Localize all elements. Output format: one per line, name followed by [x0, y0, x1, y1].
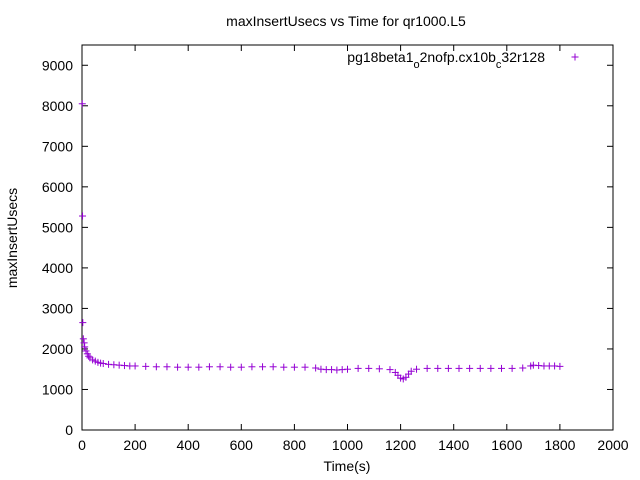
- chart-title: maxInsertUsecs vs Time for qr1000.L5: [226, 13, 466, 29]
- data-point: [195, 363, 203, 371]
- legend-label: pg18beta1o2nofp.cx10bc32r128: [347, 49, 545, 71]
- data-point: [487, 364, 495, 372]
- data-point: [365, 364, 373, 372]
- data-point: [434, 364, 442, 372]
- y-tick-label: 4000: [42, 260, 73, 276]
- data-point: [85, 352, 93, 360]
- data-point: [78, 100, 86, 108]
- data-point: [184, 363, 192, 371]
- data-points: [78, 100, 564, 383]
- data-point: [312, 364, 320, 372]
- data-point: [466, 364, 474, 372]
- y-tick-label: 8000: [42, 98, 73, 114]
- legend-marker: [571, 53, 579, 61]
- data-point: [497, 364, 505, 372]
- x-axis: 0 200 400 600 800 1000 1200 1400 1600 1800 2000: [78, 45, 629, 453]
- y-tick-label: 6000: [42, 179, 73, 195]
- data-point: [131, 362, 139, 370]
- y-tick-label: 5000: [42, 219, 73, 235]
- y-axis: 0 1000 2000 3000 4000 5000 6000 7000 8000 9000: [42, 57, 613, 438]
- y-tick-label: 1000: [42, 381, 73, 397]
- data-point: [79, 335, 87, 343]
- data-point: [476, 364, 484, 372]
- data-point: [519, 364, 527, 372]
- data-point: [455, 364, 463, 372]
- x-tick-label: 1400: [438, 437, 469, 453]
- data-point: [227, 363, 235, 371]
- data-point: [413, 365, 421, 373]
- y-tick-label: 7000: [42, 138, 73, 154]
- data-point: [99, 360, 107, 368]
- legend: pg18beta1o2nofp.cx10bc32r128: [347, 49, 579, 71]
- y-tick-label: 0: [65, 422, 73, 438]
- x-tick-label: 1600: [491, 437, 522, 453]
- data-point: [79, 319, 87, 327]
- x-tick-label: 600: [230, 437, 254, 453]
- data-point: [259, 363, 267, 371]
- data-point: [386, 366, 394, 374]
- data-point: [81, 343, 89, 351]
- data-point: [301, 363, 309, 371]
- data-point: [444, 364, 452, 372]
- data-point: [290, 363, 298, 371]
- data-point: [142, 362, 150, 370]
- x-tick-label: 1000: [332, 437, 363, 453]
- data-point: [152, 363, 160, 371]
- data-point: [344, 365, 351, 373]
- data-point: [280, 363, 288, 371]
- data-point: [354, 364, 362, 372]
- data-point: [508, 364, 516, 372]
- data-point: [205, 363, 213, 371]
- data-point: [163, 363, 171, 371]
- y-tick-label: 2000: [42, 341, 73, 357]
- x-tick-label: 400: [177, 437, 201, 453]
- y-tick-label: 3000: [42, 300, 73, 316]
- data-point: [556, 362, 564, 370]
- x-tick-label: 200: [123, 437, 147, 453]
- data-point: [248, 363, 256, 371]
- data-point: [80, 339, 88, 347]
- data-point: [237, 363, 245, 371]
- x-tick-label: 800: [283, 437, 307, 453]
- data-point: [174, 363, 182, 371]
- x-tick-label: 1800: [544, 437, 575, 453]
- x-axis-label: Time(s): [324, 458, 371, 474]
- data-point: [79, 212, 87, 220]
- data-point: [407, 367, 415, 375]
- y-tick-label: 9000: [42, 57, 73, 73]
- x-tick-label: 2000: [597, 437, 628, 453]
- data-point: [216, 363, 224, 371]
- x-tick-label: 0: [78, 437, 86, 453]
- x-tick-label: 1200: [385, 437, 416, 453]
- data-point: [375, 365, 383, 373]
- data-point: [269, 363, 277, 371]
- y-axis-label: maxInsertUsecs: [4, 188, 20, 288]
- data-point: [423, 364, 431, 372]
- data-point: [82, 347, 90, 355]
